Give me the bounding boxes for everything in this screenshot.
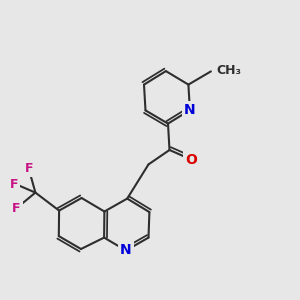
Text: CH₃: CH₃ (216, 64, 241, 77)
Text: N: N (120, 244, 132, 257)
Text: F: F (12, 202, 21, 215)
Text: F: F (25, 162, 33, 175)
Text: N: N (184, 103, 196, 117)
Text: F: F (10, 178, 18, 191)
Text: O: O (185, 153, 197, 166)
